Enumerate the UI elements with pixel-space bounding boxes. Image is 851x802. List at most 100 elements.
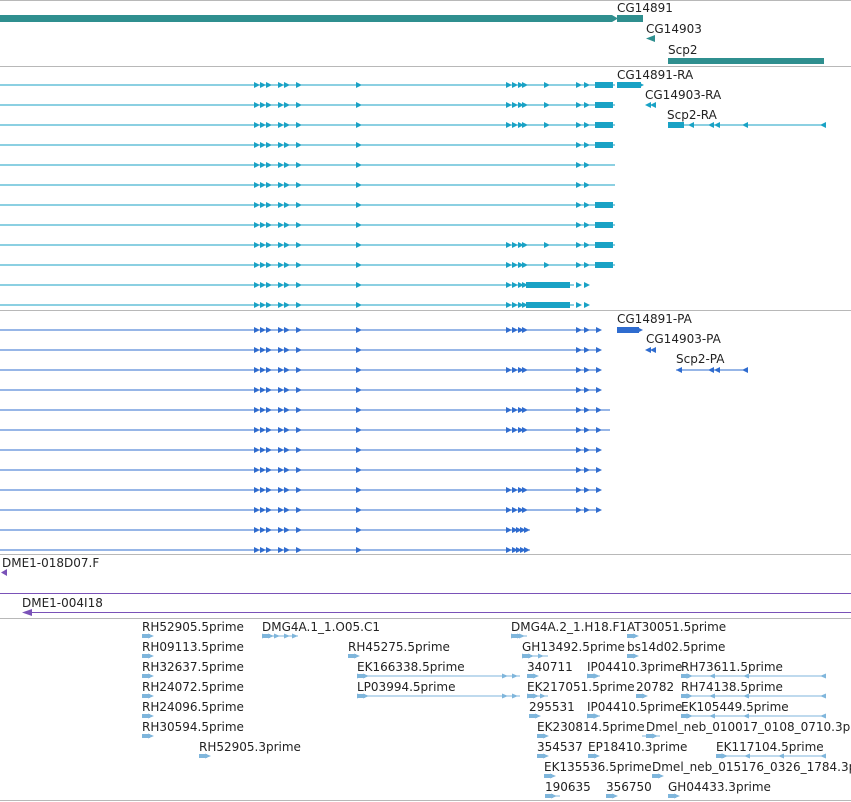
clone-feature[interactable]: DME1-004I18	[0, 593, 851, 617]
transcript-feature[interactable]	[0, 222, 615, 228]
transcript-feature[interactable]	[0, 162, 615, 168]
est-splice-line[interactable]	[527, 693, 548, 699]
transcript-feature[interactable]	[0, 82, 644, 88]
transcript-label: CG14891-RA	[617, 68, 694, 82]
est-label: EK135536.5prime	[544, 760, 652, 774]
est-feature[interactable]: IP04410.3prime	[587, 660, 682, 679]
est-feature[interactable]: EK135536.5prime	[544, 760, 652, 779]
transcript-feature[interactable]	[0, 262, 615, 268]
transcript-feature[interactable]	[0, 142, 615, 148]
transcript-feature[interactable]	[0, 102, 656, 108]
gene-feature-scp2[interactable]: Scp2	[668, 43, 824, 64]
est-splice-line[interactable]	[262, 633, 298, 639]
est-feature[interactable]: RH09113.5prime	[142, 640, 244, 659]
clone-label: DME1-018D07.F	[2, 556, 99, 570]
est-label: 20782	[636, 680, 674, 694]
est-feature[interactable]: EK230814.5prime	[537, 720, 645, 739]
est-label: RH74138.5prime	[681, 680, 783, 694]
protein-feature[interactable]	[0, 367, 748, 373]
est-feature[interactable]: IP04410.5prime	[587, 700, 682, 719]
protein-feature[interactable]	[0, 387, 602, 393]
transcript-label: CG14903-RA	[645, 88, 722, 102]
est-label: LP03994.5prime	[357, 680, 456, 694]
clone-feature[interactable]: DME1-018D07.F	[1, 556, 99, 576]
protein-feature[interactable]	[0, 527, 530, 533]
transcript-feature[interactable]	[0, 122, 826, 128]
est-label: IP04410.3prime	[587, 660, 682, 674]
transcript-feature[interactable]	[0, 182, 615, 188]
est-label: bs14d02.5prime	[627, 640, 725, 654]
est-label: EK105449.5prime	[681, 700, 789, 714]
protein-feature[interactable]	[0, 327, 643, 333]
est-feature[interactable]: 340711	[527, 660, 573, 679]
est-feature[interactable]: Dmel_neb_010017_0108_0710.3prime	[646, 720, 851, 739]
est-label: RH30594.5prime	[142, 720, 244, 734]
est-splice-line[interactable]	[587, 673, 600, 679]
est-label: RH52905.5prime	[142, 620, 244, 634]
est-splice-line[interactable]	[357, 693, 520, 699]
transcript-feature[interactable]	[0, 282, 590, 288]
gene-track: CG14891 CG14903 Scp2	[0, 1, 824, 64]
est-feature[interactable]: RH32637.5prime	[142, 660, 244, 679]
est-label: 190635	[545, 780, 591, 794]
est-feature[interactable]: AT30051.5prime	[627, 620, 726, 639]
est-feature[interactable]: Dmel_neb_015176_0326_1784.3prime	[652, 760, 851, 779]
protein-label: Scp2-PA	[676, 352, 725, 366]
est-label: EP18410.3prime	[588, 740, 687, 754]
est-label: GH04433.3prime	[668, 780, 771, 794]
protein-feature[interactable]	[0, 407, 610, 413]
est-label: EK230814.5prime	[537, 720, 645, 734]
est-label: GH13492.5prime	[522, 640, 625, 654]
est-feature[interactable]: 295531	[529, 700, 575, 719]
est-label: IP04410.5prime	[587, 700, 682, 714]
gene-feature-cg14903[interactable]: CG14903	[646, 22, 702, 42]
est-label: Dmel_neb_015176_0326_1784.3prime	[652, 760, 851, 774]
est-feature[interactable]: RH30594.5prime	[142, 720, 244, 739]
transcript-label: Scp2-RA	[667, 108, 718, 122]
est-splice-line[interactable]	[716, 753, 826, 759]
est-splice-line[interactable]	[587, 713, 600, 719]
est-feature[interactable]: RH45275.5prime	[348, 640, 450, 659]
est-label: DMG4A.1_1.O05.C1	[262, 620, 380, 634]
transcript-feature[interactable]	[0, 302, 590, 308]
gene-label: Scp2	[668, 43, 697, 57]
est-label: DMG4A.2_1.H18.F1	[511, 620, 627, 634]
transcript-feature[interactable]	[0, 242, 615, 248]
est-label: EK217051.5prime	[527, 680, 635, 694]
protein-feature[interactable]	[0, 507, 602, 513]
est-splice-line[interactable]	[681, 713, 826, 719]
est-feature[interactable]: 356750	[606, 780, 652, 799]
protein-track: CG14891-PA CG14903-PA Scp2-PA	[0, 312, 748, 553]
gene-feature-cg14891[interactable]: CG14891	[0, 1, 673, 22]
transcript-track: CG14891-RA CG14903-RA Scp2-RA	[0, 68, 826, 308]
transcript-feature[interactable]	[0, 202, 615, 208]
est-feature[interactable]: 354537	[537, 740, 583, 759]
est-splice-line[interactable]	[681, 673, 826, 679]
est-feature[interactable]: RH24096.5prime	[142, 700, 244, 719]
est-label: 295531	[529, 700, 575, 714]
est-label: 354537	[537, 740, 583, 754]
est-splice-line[interactable]	[357, 673, 520, 679]
protein-feature[interactable]	[0, 447, 602, 453]
gene-label: CG14891	[617, 1, 673, 15]
protein-feature[interactable]	[0, 347, 656, 353]
est-feature[interactable]: 20782	[636, 680, 674, 699]
protein-feature[interactable]	[0, 487, 602, 493]
est-label: Dmel_neb_010017_0108_0710.3prime	[646, 720, 851, 734]
est-label: EK117104.5prime	[716, 740, 824, 754]
protein-feature[interactable]	[0, 467, 602, 473]
est-splice-line[interactable]	[522, 653, 548, 659]
est-feature[interactable]: DMG4A.2_1.H18.F1	[511, 620, 627, 639]
est-splice-line[interactable]	[681, 693, 826, 699]
protein-feature[interactable]	[0, 547, 530, 553]
clone-label: DME1-004I18	[22, 596, 103, 610]
est-splice-line[interactable]	[511, 633, 527, 639]
protein-feature[interactable]	[0, 427, 610, 433]
est-feature[interactable]: RH52905.3prime	[199, 740, 301, 759]
est-feature[interactable]: EP18410.3prime	[588, 740, 687, 759]
est-label: AT30051.5prime	[627, 620, 726, 634]
est-feature[interactable]: RH24072.5prime	[142, 680, 244, 699]
est-feature[interactable]: RH52905.5prime	[142, 620, 244, 639]
est-feature[interactable]: GH04433.3prime	[668, 780, 771, 799]
est-feature[interactable]: bs14d02.5prime	[627, 640, 725, 659]
